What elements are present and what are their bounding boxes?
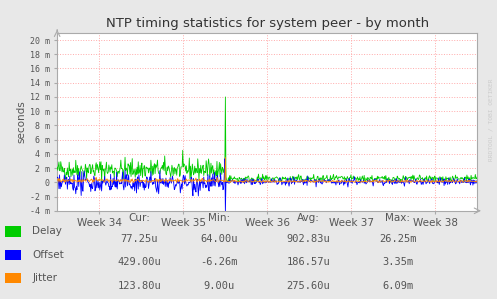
Text: Avg:: Avg: xyxy=(297,213,320,223)
Text: Jitter: Jitter xyxy=(32,273,57,283)
Text: 9.00u: 9.00u xyxy=(203,280,234,291)
FancyBboxPatch shape xyxy=(5,250,21,260)
Text: 3.35m: 3.35m xyxy=(382,257,413,267)
Text: 77.25u: 77.25u xyxy=(120,234,158,244)
Text: 186.57u: 186.57u xyxy=(286,257,330,267)
FancyBboxPatch shape xyxy=(5,273,21,283)
Title: NTP timing statistics for system peer - by month: NTP timing statistics for system peer - … xyxy=(105,17,429,30)
Text: 6.09m: 6.09m xyxy=(382,280,413,291)
Text: 275.60u: 275.60u xyxy=(286,280,330,291)
Text: 26.25m: 26.25m xyxy=(379,234,416,244)
Text: -6.26m: -6.26m xyxy=(200,257,238,267)
Text: 429.00u: 429.00u xyxy=(117,257,161,267)
Text: RRDTOOL / TOBI OETIKER: RRDTOOL / TOBI OETIKER xyxy=(488,78,493,161)
Text: 902.83u: 902.83u xyxy=(286,234,330,244)
Text: Min:: Min: xyxy=(208,213,230,223)
Text: 64.00u: 64.00u xyxy=(200,234,238,244)
Text: 123.80u: 123.80u xyxy=(117,280,161,291)
FancyBboxPatch shape xyxy=(5,226,21,237)
Text: Delay: Delay xyxy=(32,226,62,237)
Text: Offset: Offset xyxy=(32,250,64,260)
Y-axis label: seconds: seconds xyxy=(17,100,27,143)
Text: Cur:: Cur: xyxy=(128,213,150,223)
Text: Max:: Max: xyxy=(385,213,410,223)
